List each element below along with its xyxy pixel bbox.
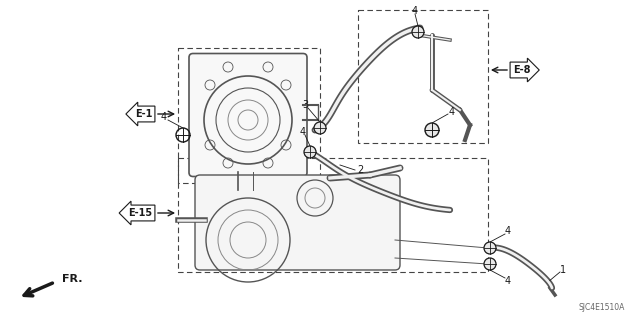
Text: 4: 4 <box>505 276 511 286</box>
Bar <box>178 158 488 272</box>
Text: 4: 4 <box>300 127 306 137</box>
FancyBboxPatch shape <box>195 175 400 270</box>
Text: 2: 2 <box>357 165 363 175</box>
Circle shape <box>484 258 496 270</box>
Circle shape <box>314 122 326 134</box>
Bar <box>178 48 320 183</box>
Circle shape <box>412 26 424 38</box>
Text: 4: 4 <box>505 226 511 236</box>
Text: 4: 4 <box>161 112 167 122</box>
Circle shape <box>304 146 316 158</box>
Text: 1: 1 <box>560 265 566 275</box>
Circle shape <box>484 242 496 254</box>
Text: FR.: FR. <box>62 274 83 284</box>
FancyBboxPatch shape <box>189 54 307 176</box>
Circle shape <box>425 123 439 137</box>
Text: SJC4E1510A: SJC4E1510A <box>579 303 625 312</box>
Text: 3: 3 <box>302 100 308 110</box>
Text: 4: 4 <box>412 6 418 16</box>
Bar <box>358 10 488 143</box>
Text: E-1: E-1 <box>134 109 152 119</box>
Text: 4: 4 <box>449 107 455 117</box>
Text: E-8: E-8 <box>513 65 531 75</box>
Text: E-15: E-15 <box>128 208 152 218</box>
